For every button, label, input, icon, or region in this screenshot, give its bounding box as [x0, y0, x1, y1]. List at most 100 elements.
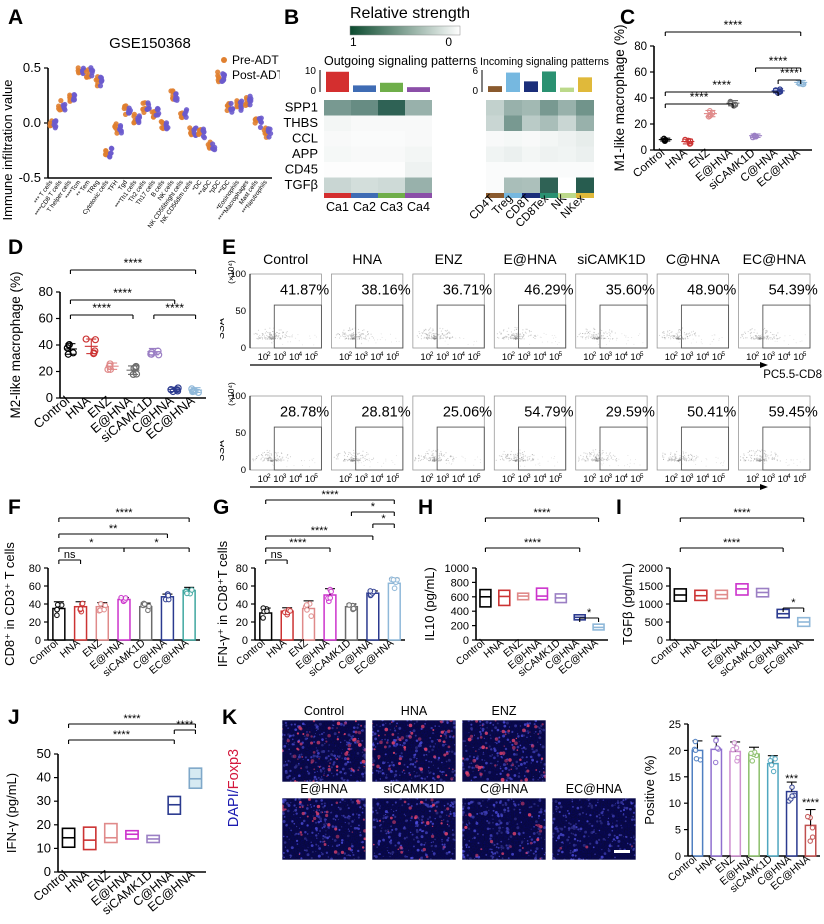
svg-text:4: 4 [624, 473, 628, 480]
svg-text:30: 30 [37, 793, 51, 808]
svg-text:2000: 2000 [639, 563, 663, 575]
svg-text:25.06%: 25.06% [443, 405, 492, 421]
svg-text:28.81%: 28.81% [361, 405, 410, 421]
svg-text:4: 4 [380, 351, 384, 358]
svg-text:TGFβ: TGFβ [285, 177, 318, 192]
svg-text:3: 3 [364, 351, 368, 358]
svg-text:EC@HNA: EC@HNA [743, 251, 807, 267]
svg-text:****: **** [712, 78, 731, 92]
svg-text:2: 2 [511, 473, 515, 480]
svg-text:0: 0 [463, 635, 469, 647]
svg-text:0: 0 [445, 35, 452, 49]
svg-text:3: 3 [527, 473, 531, 480]
svg-text:Control: Control [649, 637, 683, 668]
svg-text:2: 2 [674, 351, 678, 358]
svg-text:Control: Control [263, 251, 308, 267]
svg-text:3: 3 [608, 473, 612, 480]
svg-text:****: **** [733, 507, 751, 519]
svg-text:3: 3 [771, 351, 775, 358]
svg-text:SPP1: SPP1 [285, 100, 318, 115]
svg-text:****: **** [123, 713, 141, 725]
svg-text:5: 5 [640, 473, 644, 480]
svg-text:2: 2 [511, 351, 515, 358]
svg-text:HNA: HNA [352, 251, 382, 267]
svg-text:2: 2 [430, 473, 434, 480]
svg-text:*: * [381, 513, 386, 525]
svg-text:**: ** [109, 523, 118, 535]
svg-text:40: 40 [236, 599, 248, 611]
svg-text:5: 5 [803, 473, 807, 480]
svg-text:CD45: CD45 [285, 162, 318, 177]
svg-text:50: 50 [235, 306, 246, 317]
svg-text:40: 40 [37, 770, 51, 785]
svg-text:59.45%: 59.45% [769, 405, 818, 421]
svg-text:IFN-γ (pg/mL): IFN-γ (pg/mL) [4, 773, 19, 853]
svg-text:0: 0 [310, 86, 316, 97]
svg-text:80: 80 [236, 563, 248, 575]
svg-text:40: 40 [39, 337, 53, 352]
svg-text:3: 3 [283, 473, 287, 480]
svg-text:*: * [371, 501, 376, 513]
svg-text:41.87%: 41.87% [280, 283, 329, 299]
svg-text:****: **** [533, 507, 551, 519]
svg-text:5: 5 [558, 473, 562, 480]
svg-text:HNA: HNA [401, 706, 428, 718]
svg-text:****: **** [113, 286, 132, 300]
svg-text:Control: Control [304, 706, 344, 718]
svg-text:3: 3 [446, 351, 450, 358]
svg-text:1000: 1000 [445, 563, 469, 575]
svg-text:-0.5: -0.5 [19, 170, 41, 185]
svg-text:APP: APP [292, 146, 318, 161]
svg-text:20: 20 [634, 119, 647, 131]
svg-text:3: 3 [364, 473, 368, 480]
svg-text:3: 3 [771, 473, 775, 480]
svg-text:4: 4 [706, 351, 710, 358]
svg-text:****: **** [724, 18, 743, 32]
svg-text:40: 40 [29, 599, 41, 611]
svg-text:(×10⁴): (×10⁴) [226, 260, 236, 284]
svg-text:2: 2 [267, 473, 271, 480]
svg-text:siCAMK1D: siCAMK1D [577, 251, 645, 267]
svg-text:60: 60 [39, 311, 53, 326]
svg-text:28.78%: 28.78% [280, 405, 329, 421]
svg-text:35.60%: 35.60% [606, 283, 655, 299]
svg-text:5: 5 [803, 351, 807, 358]
svg-text:Control: Control [234, 637, 268, 668]
svg-text:SSA: SSA [220, 440, 227, 461]
svg-text:0: 0 [657, 635, 663, 647]
svg-text:****: **** [176, 719, 194, 731]
svg-text:E@HNA: E@HNA [503, 251, 557, 267]
svg-text:TGFβ (pg/mL): TGFβ (pg/mL) [620, 563, 635, 645]
svg-text:0: 0 [242, 635, 248, 647]
svg-text:2: 2 [593, 351, 597, 358]
svg-text:2: 2 [593, 473, 597, 480]
svg-text:****: **** [723, 537, 741, 549]
svg-text:4: 4 [380, 473, 384, 480]
svg-text:*: * [89, 537, 94, 549]
svg-text:0: 0 [241, 465, 246, 476]
svg-text:Ca4: Ca4 [407, 200, 430, 214]
svg-text:80: 80 [634, 41, 647, 53]
svg-text:5: 5 [396, 351, 400, 358]
svg-text:5: 5 [314, 351, 318, 358]
svg-text:60: 60 [236, 581, 248, 593]
svg-text:ns: ns [271, 549, 283, 561]
svg-text:3: 3 [283, 351, 287, 358]
svg-text:0: 0 [641, 145, 647, 157]
svg-text:5: 5 [721, 351, 725, 358]
svg-text:4: 4 [461, 473, 465, 480]
svg-text:48.90%: 48.90% [687, 283, 736, 299]
svg-text:SSA: SSA [220, 318, 227, 339]
svg-text:C@HNA: C@HNA [666, 251, 721, 267]
svg-text:(×10⁴): (×10⁴) [226, 382, 236, 406]
svg-text:29.59%: 29.59% [606, 405, 655, 421]
svg-text:10: 10 [37, 840, 51, 855]
svg-text:4: 4 [298, 351, 302, 358]
svg-text:ENZ: ENZ [435, 251, 463, 267]
svg-text:****: **** [92, 301, 111, 315]
svg-text:IL10 (pg/mL): IL10 (pg/mL) [422, 567, 437, 641]
svg-text:5: 5 [721, 473, 725, 480]
svg-text:CD8⁺ in CD3⁺ T cells: CD8⁺ in CD3⁺ T cells [2, 542, 17, 666]
svg-text:Ca2: Ca2 [353, 200, 376, 214]
svg-text:4: 4 [543, 351, 547, 358]
